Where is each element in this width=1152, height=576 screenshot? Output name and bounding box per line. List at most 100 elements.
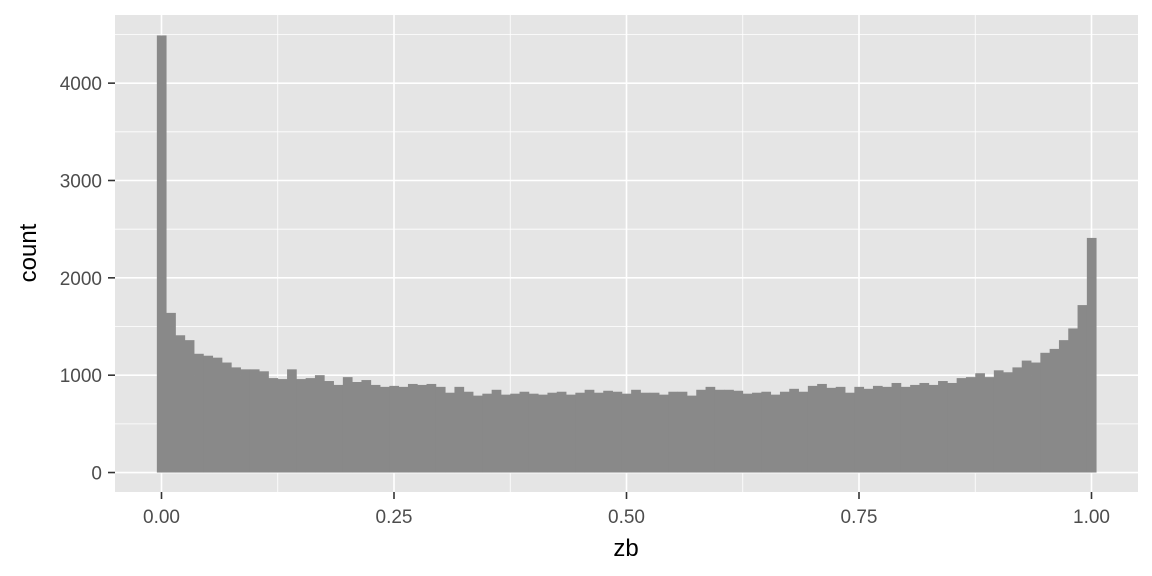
histogram-bar [965, 377, 976, 473]
y-tick-label: 3000 [60, 171, 102, 192]
histogram-bar [538, 394, 548, 473]
histogram-bar [677, 391, 688, 473]
histogram-bar [352, 381, 362, 473]
histogram-bar [1021, 360, 1032, 473]
histogram-bar [212, 357, 223, 473]
histogram-bar [631, 389, 641, 473]
histogram-bar [724, 389, 734, 473]
histogram-bar [882, 386, 892, 473]
histogram-bar [426, 383, 437, 473]
y-tick-label: 4000 [60, 74, 102, 95]
x-tick-label: 1.00 [1073, 507, 1110, 528]
histogram-bar [807, 385, 818, 473]
histogram-bar [482, 393, 493, 473]
histogram-bar [984, 377, 995, 473]
y-tick-label: 2000 [60, 269, 102, 290]
y-axis-title: count [15, 223, 42, 282]
histogram-bar [798, 391, 809, 473]
histogram-bar [770, 394, 781, 473]
histogram-bar [761, 391, 772, 473]
histogram-bar [361, 380, 372, 473]
y-axis: 0 1000 2000 3000 4000 [60, 74, 115, 485]
histogram-bar [333, 384, 344, 473]
histogram-bar [203, 355, 214, 473]
histogram-bar [863, 388, 874, 473]
histogram-bar [993, 370, 1004, 473]
y-tick-label: 1000 [60, 366, 102, 387]
histogram-bar [1068, 328, 1078, 473]
histogram-bar [445, 392, 455, 473]
histogram-bar [686, 395, 697, 473]
histogram-bar [389, 385, 400, 473]
histogram-bar [519, 391, 530, 473]
histogram-bar [668, 391, 679, 473]
histogram-bar [500, 394, 511, 473]
histogram-bar [826, 387, 837, 473]
histogram-bar [621, 393, 632, 473]
histogram-bar [305, 378, 316, 473]
histogram-bar [845, 392, 855, 473]
histogram-bar [575, 392, 586, 473]
histogram-bar [156, 35, 167, 473]
x-tick-label: 0.75 [841, 507, 878, 528]
histogram-bar [510, 393, 520, 473]
histogram-bar [640, 392, 651, 473]
histogram-bar [435, 386, 446, 473]
histogram-bar [221, 362, 232, 473]
histogram-bar [296, 379, 307, 473]
histogram-bar [259, 371, 269, 473]
histogram-bar [287, 369, 297, 473]
histogram-bar [1031, 362, 1041, 473]
histogram-bar [268, 378, 279, 473]
histogram-bar [705, 386, 716, 473]
histogram-bar [184, 340, 195, 473]
histogram-bar [956, 378, 967, 473]
histogram-bar [593, 392, 604, 473]
histogram-bar [473, 395, 483, 473]
histogram-bar [891, 382, 902, 473]
x-axis-title: zb [613, 535, 638, 562]
histogram-bar [314, 375, 325, 473]
histogram-bar [454, 386, 465, 473]
y-tick-label: 0 [91, 464, 102, 485]
histogram-bars [156, 35, 1097, 473]
histogram-bar [556, 391, 567, 473]
histogram-bar [659, 394, 669, 473]
histogram-bar [240, 369, 251, 473]
histogram-bar [277, 379, 288, 473]
histogram-bar [342, 377, 353, 473]
histogram-bar [380, 386, 390, 473]
histogram-bar [324, 381, 334, 473]
histogram-bar [1077, 305, 1088, 473]
x-tick-label: 0.00 [143, 507, 180, 528]
histogram-bar [854, 386, 865, 473]
histogram-bar [249, 369, 260, 473]
histogram-bar [584, 389, 595, 473]
histogram-bar [872, 385, 883, 473]
histogram-bar [1049, 348, 1060, 473]
histogram-bar [733, 390, 744, 473]
histogram-bar [547, 392, 558, 473]
histogram-bar [491, 389, 502, 473]
histogram-bar [231, 367, 241, 473]
histogram-bar [612, 391, 623, 473]
histogram-bar [938, 381, 948, 473]
histogram-bar [835, 386, 846, 473]
histogram-bar [566, 394, 576, 473]
histogram-bar [194, 353, 204, 473]
histogram-bar [947, 382, 958, 473]
histogram-bar [528, 393, 539, 473]
histogram-bar [817, 383, 827, 473]
histogram-bar [1012, 367, 1023, 473]
histogram-bar [1086, 237, 1097, 473]
histogram-bar [175, 335, 186, 473]
histogram-bar [417, 384, 427, 473]
histogram-bar [1040, 352, 1051, 473]
x-tick-label: 0.50 [608, 507, 645, 528]
histogram-bar [649, 392, 660, 473]
histogram-bar [166, 312, 176, 473]
histogram-bar [603, 390, 613, 473]
histogram-bar [910, 384, 920, 473]
histogram-bar [696, 389, 706, 473]
